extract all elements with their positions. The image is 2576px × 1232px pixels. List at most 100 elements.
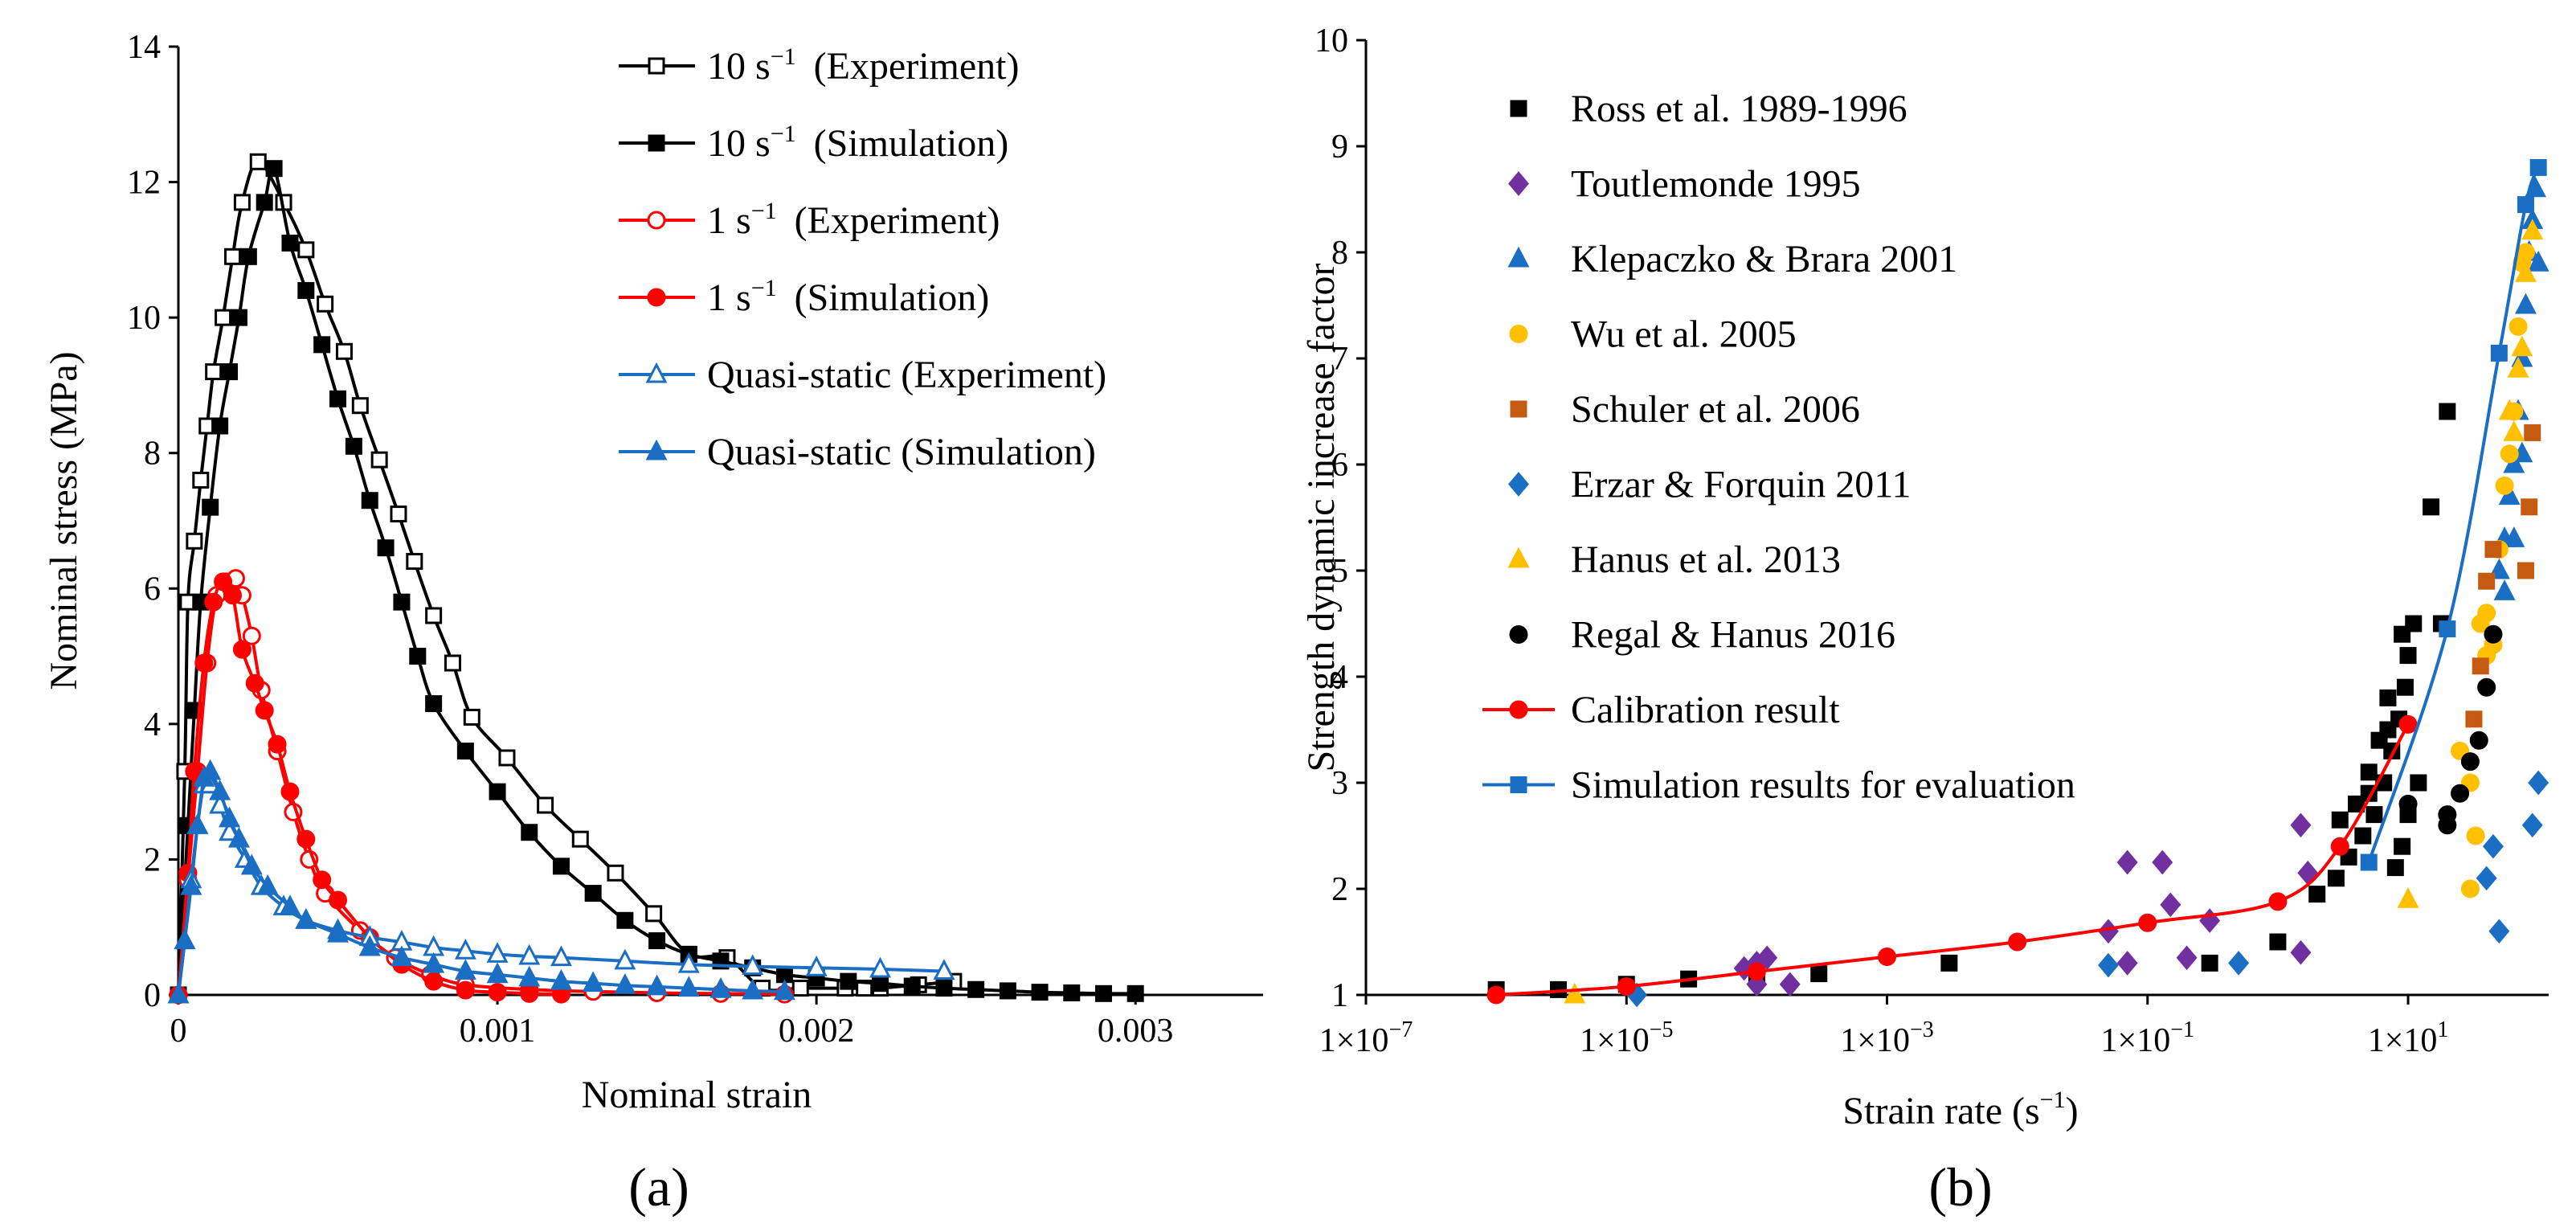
data-point [2529, 158, 2547, 176]
legend-series-name: 10 s [707, 122, 771, 165]
data-point [2460, 752, 2480, 772]
data-point [2451, 784, 2470, 803]
data-point [456, 743, 474, 760]
data-point [2160, 892, 2181, 918]
y-tick-label: 7 [1331, 341, 1348, 378]
data-point [199, 759, 222, 780]
data-point [607, 864, 624, 882]
data-point [327, 921, 350, 943]
data-point [584, 885, 602, 903]
data-point [240, 853, 263, 875]
data-point [2521, 219, 2544, 240]
data-point [2290, 812, 2312, 838]
data-point [773, 979, 795, 1001]
data-point [2354, 827, 2372, 845]
x-tick-base: 1×10 [2101, 1022, 2171, 1059]
data-point [345, 437, 362, 455]
data-point [209, 779, 231, 800]
data-point [2201, 954, 2218, 972]
data-point [2386, 859, 2404, 877]
series-1-s-experiment [169, 569, 794, 1005]
data-point [1940, 954, 1958, 972]
y-tick-label: 14 [127, 29, 161, 66]
data-point [192, 471, 210, 489]
data-point [646, 974, 669, 996]
series-schuler-et-al-2006 [2465, 424, 2541, 728]
x-tick-label: 0.003 [1098, 1013, 1174, 1050]
data-point [456, 980, 475, 1000]
legend-item: Quasi-static (Experiment) [619, 354, 1106, 396]
legend-label: Schuler et al. 2006 [1571, 388, 1860, 431]
data-point [2517, 196, 2534, 214]
data-point [498, 749, 516, 767]
data-point [313, 336, 331, 354]
data-point [361, 492, 378, 510]
data-point [2484, 541, 2502, 559]
legend-label: Toutlemonde 1995 [1571, 163, 1861, 206]
legend-item: Klepaczko & Brara 2001 [1507, 238, 1957, 280]
data-point [194, 653, 214, 673]
y-tick-label: 2 [1331, 871, 1348, 908]
data-point [2176, 945, 2198, 971]
data-point [486, 942, 509, 963]
series-hanus-et-al-2013 [1564, 219, 2544, 1004]
data-point [1756, 945, 1778, 971]
legend-series-name: Quasi-static [707, 431, 891, 473]
data-point [2514, 293, 2537, 314]
x-tick-label: 1×10−5 [1580, 1017, 1673, 1059]
series-1-s-simulation [169, 572, 570, 1005]
series-line [177, 575, 785, 997]
data-point [805, 956, 828, 976]
data-point [2116, 951, 2138, 976]
data-point [1617, 976, 1636, 996]
data-point [393, 593, 411, 611]
legend-item: 1 s−1 (Experiment) [619, 198, 1000, 242]
legend-item: Wu et al. 2005 [1509, 313, 1797, 356]
data-point [677, 952, 700, 973]
legend-item: Schuler et al. 2006 [1510, 388, 1860, 431]
data-point [486, 962, 509, 984]
data-point [537, 796, 554, 814]
data-point [1486, 985, 1506, 1005]
legend-item: Regal & Hanus 2016 [1509, 614, 1895, 657]
data-point [614, 972, 636, 994]
legend-item: Calibration result [1482, 689, 1840, 731]
data-point [2330, 837, 2349, 856]
data-point [2268, 892, 2288, 911]
data-point [2528, 770, 2549, 796]
legend-label: Simulation results for evaluation [1571, 764, 2075, 807]
data-point [215, 309, 232, 326]
x-axis-title-sup: −1 [2040, 1087, 2066, 1113]
data-point [2490, 344, 2508, 362]
data-point [616, 911, 634, 929]
legend-marker [1510, 400, 1527, 418]
x-tick-exponent: 1 [2437, 1017, 2448, 1042]
data-point [1564, 982, 1586, 1004]
y-tick-label: 4 [1331, 659, 1348, 696]
data-point [390, 505, 407, 523]
data-point [174, 928, 196, 950]
data-point [202, 498, 219, 516]
data-point [518, 943, 541, 965]
data-point [677, 976, 700, 997]
legend-item: Ross et al. 1989-1996 [1510, 88, 1907, 130]
series-ross-et-al-1989-1996 [1487, 403, 2456, 998]
data-point [219, 806, 241, 828]
data-point [521, 824, 538, 841]
data-point [279, 894, 301, 915]
legend-label: Quasi-static (Experiment) [707, 354, 1106, 396]
data-point [2472, 657, 2489, 675]
data-point [2152, 849, 2173, 875]
data-point [233, 194, 251, 211]
data-point [335, 342, 353, 360]
data-point [571, 830, 589, 848]
data-point [1126, 984, 1144, 1002]
data-point [2396, 678, 2414, 696]
legend-condition: (Simulation) [814, 122, 1009, 165]
data-point [2482, 833, 2504, 859]
data-point [454, 938, 476, 960]
data-point [249, 153, 267, 170]
data-point [186, 813, 209, 834]
data-point [2495, 476, 2514, 495]
